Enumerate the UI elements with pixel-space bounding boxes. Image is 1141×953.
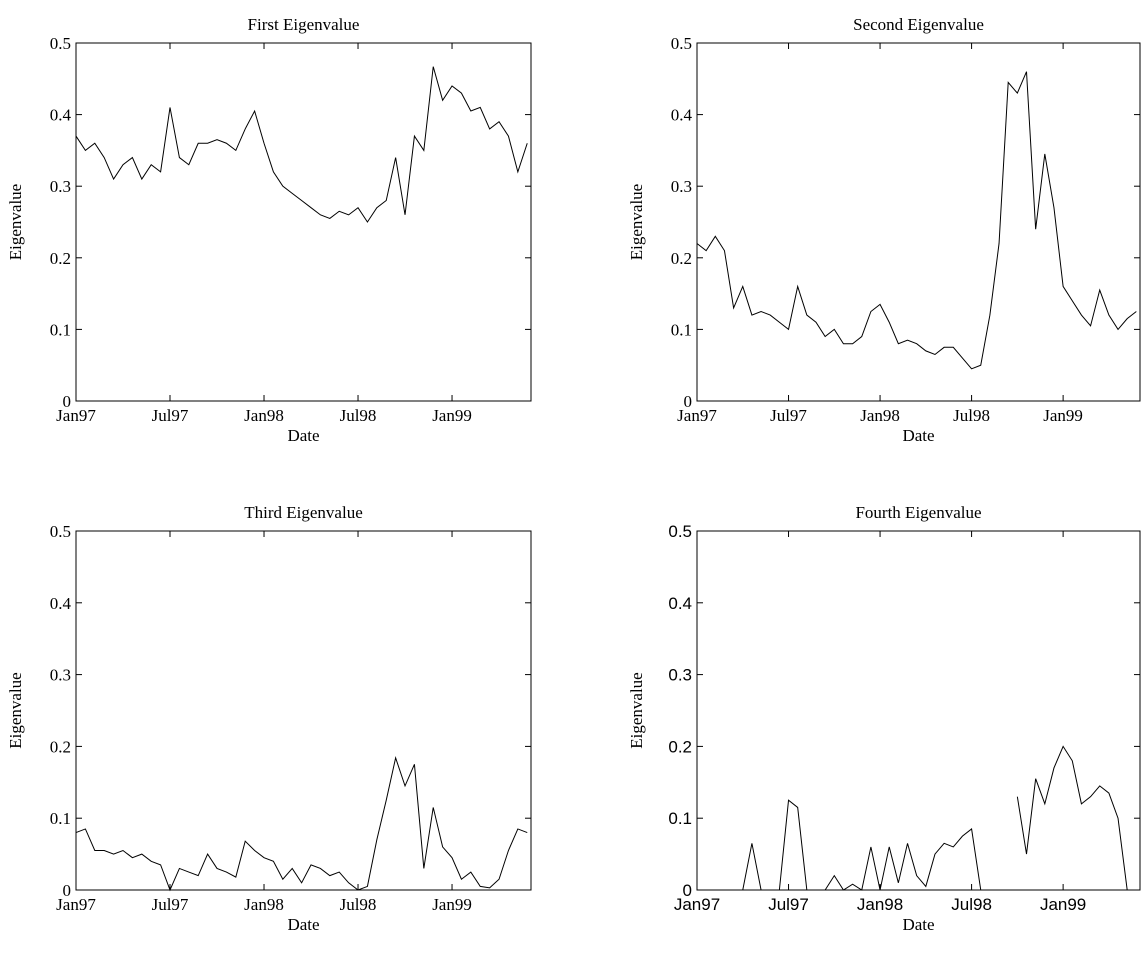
plot-frame	[696, 530, 1141, 891]
y-tick-label: 0.2	[50, 737, 71, 756]
x-tick-label: Jan97	[674, 895, 720, 914]
subplot: Second Eigenvalue Date Eigenvalue 0 0.1 0.2 0.…	[627, 15, 1141, 445]
y-tick-label: 0.5	[668, 522, 692, 541]
y-tick-label: 0.3	[50, 177, 71, 196]
y-tick-label: 0.4	[50, 106, 72, 125]
y-tick-label: 0.1	[50, 809, 71, 828]
y-tick-label: 0.4	[50, 594, 72, 613]
x-tick-label: Jan98	[857, 895, 903, 914]
data-line	[742, 745, 1128, 891]
x-tick-label: Jan97	[677, 406, 717, 425]
x-tick-label: Jul98	[953, 406, 990, 425]
y-tick-label: 0.2	[671, 249, 692, 268]
x-tick-label: Jan97	[56, 895, 96, 914]
x-tick-label: Jul98	[340, 406, 377, 425]
y-tick-label: 0	[683, 881, 692, 900]
y-axis-label: Eigenvalue	[627, 672, 646, 748]
x-tick-label: Jul98	[951, 895, 992, 914]
x-axis-label: Date	[902, 915, 934, 934]
y-axis-label: Eigenvalue	[6, 672, 25, 748]
chart-title: Second Eigenvalue	[853, 15, 984, 34]
x-tick-label: Jan99	[432, 895, 472, 914]
data-line	[75, 66, 528, 223]
x-tick-label: Jan98	[244, 895, 284, 914]
x-tick-label: Jul97	[768, 895, 809, 914]
y-tick-label: 0	[684, 392, 693, 411]
data-line	[696, 71, 1137, 370]
x-tick-label: Jul97	[152, 895, 189, 914]
x-tick-label: Jul97	[770, 406, 807, 425]
y-axis-label: Eigenvalue	[6, 184, 25, 260]
x-tick-label: Jan99	[1043, 406, 1083, 425]
x-tick-label: Jan99	[432, 406, 472, 425]
y-tick-label: 0.4	[668, 594, 692, 613]
x-tick-label: Jan97	[56, 406, 96, 425]
y-tick-label: 0.4	[671, 106, 693, 125]
y-tick-label: 0.5	[671, 34, 692, 53]
x-axis-label: Date	[902, 426, 934, 445]
x-axis-label: Date	[287, 915, 319, 934]
subplot: Fourth Eigenvalue Date Eigenvalue 0 0.1 0.2 0.…	[627, 503, 1141, 934]
y-tick-label: 0.5	[50, 34, 71, 53]
chart-title: First Eigenvalue	[248, 15, 360, 34]
y-tick-label: 0.1	[50, 320, 71, 339]
y-tick-label: 0.3	[671, 177, 692, 196]
subplot: First Eigenvalue Date Eigenvalue 0 0.1 0.2 0.3…	[6, 15, 532, 445]
x-tick-label: Jan99	[1040, 895, 1086, 914]
y-tick-label: 0.3	[50, 666, 71, 685]
x-tick-label: Jul98	[340, 895, 377, 914]
x-tick-label: Jul97	[152, 406, 189, 425]
subplot: Third Eigenvalue Date Eigenvalue 0 0.1 0.2 0.3…	[6, 503, 532, 934]
x-tick-label: Jan98	[244, 406, 284, 425]
y-tick-label: 0.3	[668, 666, 692, 685]
plot-frame	[75, 530, 532, 891]
y-tick-label: 0.2	[50, 249, 71, 268]
data-line	[75, 756, 528, 892]
y-tick-label: 0.1	[668, 809, 692, 828]
y-tick-label: 0	[63, 881, 72, 900]
y-tick-label: 0	[63, 392, 72, 411]
x-axis-label: Date	[287, 426, 319, 445]
y-axis-label: Eigenvalue	[627, 184, 646, 260]
plot-frame	[696, 42, 1141, 402]
chart-title: Third Eigenvalue	[244, 503, 363, 522]
x-tick-label: Jan98	[860, 406, 900, 425]
y-tick-label: 0.5	[50, 522, 71, 541]
y-tick-label: 0.1	[671, 320, 692, 339]
chart-title: Fourth Eigenvalue	[855, 503, 981, 522]
plot-frame	[75, 42, 532, 402]
y-tick-label: 0.2	[668, 737, 692, 756]
